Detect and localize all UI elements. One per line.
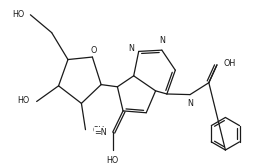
Text: N: N — [160, 35, 165, 45]
Text: HO: HO — [18, 96, 30, 105]
Text: =N: =N — [94, 128, 107, 137]
Text: O: O — [90, 46, 97, 55]
Text: HO: HO — [13, 10, 25, 19]
Text: N: N — [187, 99, 193, 108]
Text: N: N — [128, 44, 134, 53]
Text: OH: OH — [92, 126, 105, 135]
Text: HO: HO — [107, 156, 119, 165]
Text: OH: OH — [224, 59, 236, 68]
